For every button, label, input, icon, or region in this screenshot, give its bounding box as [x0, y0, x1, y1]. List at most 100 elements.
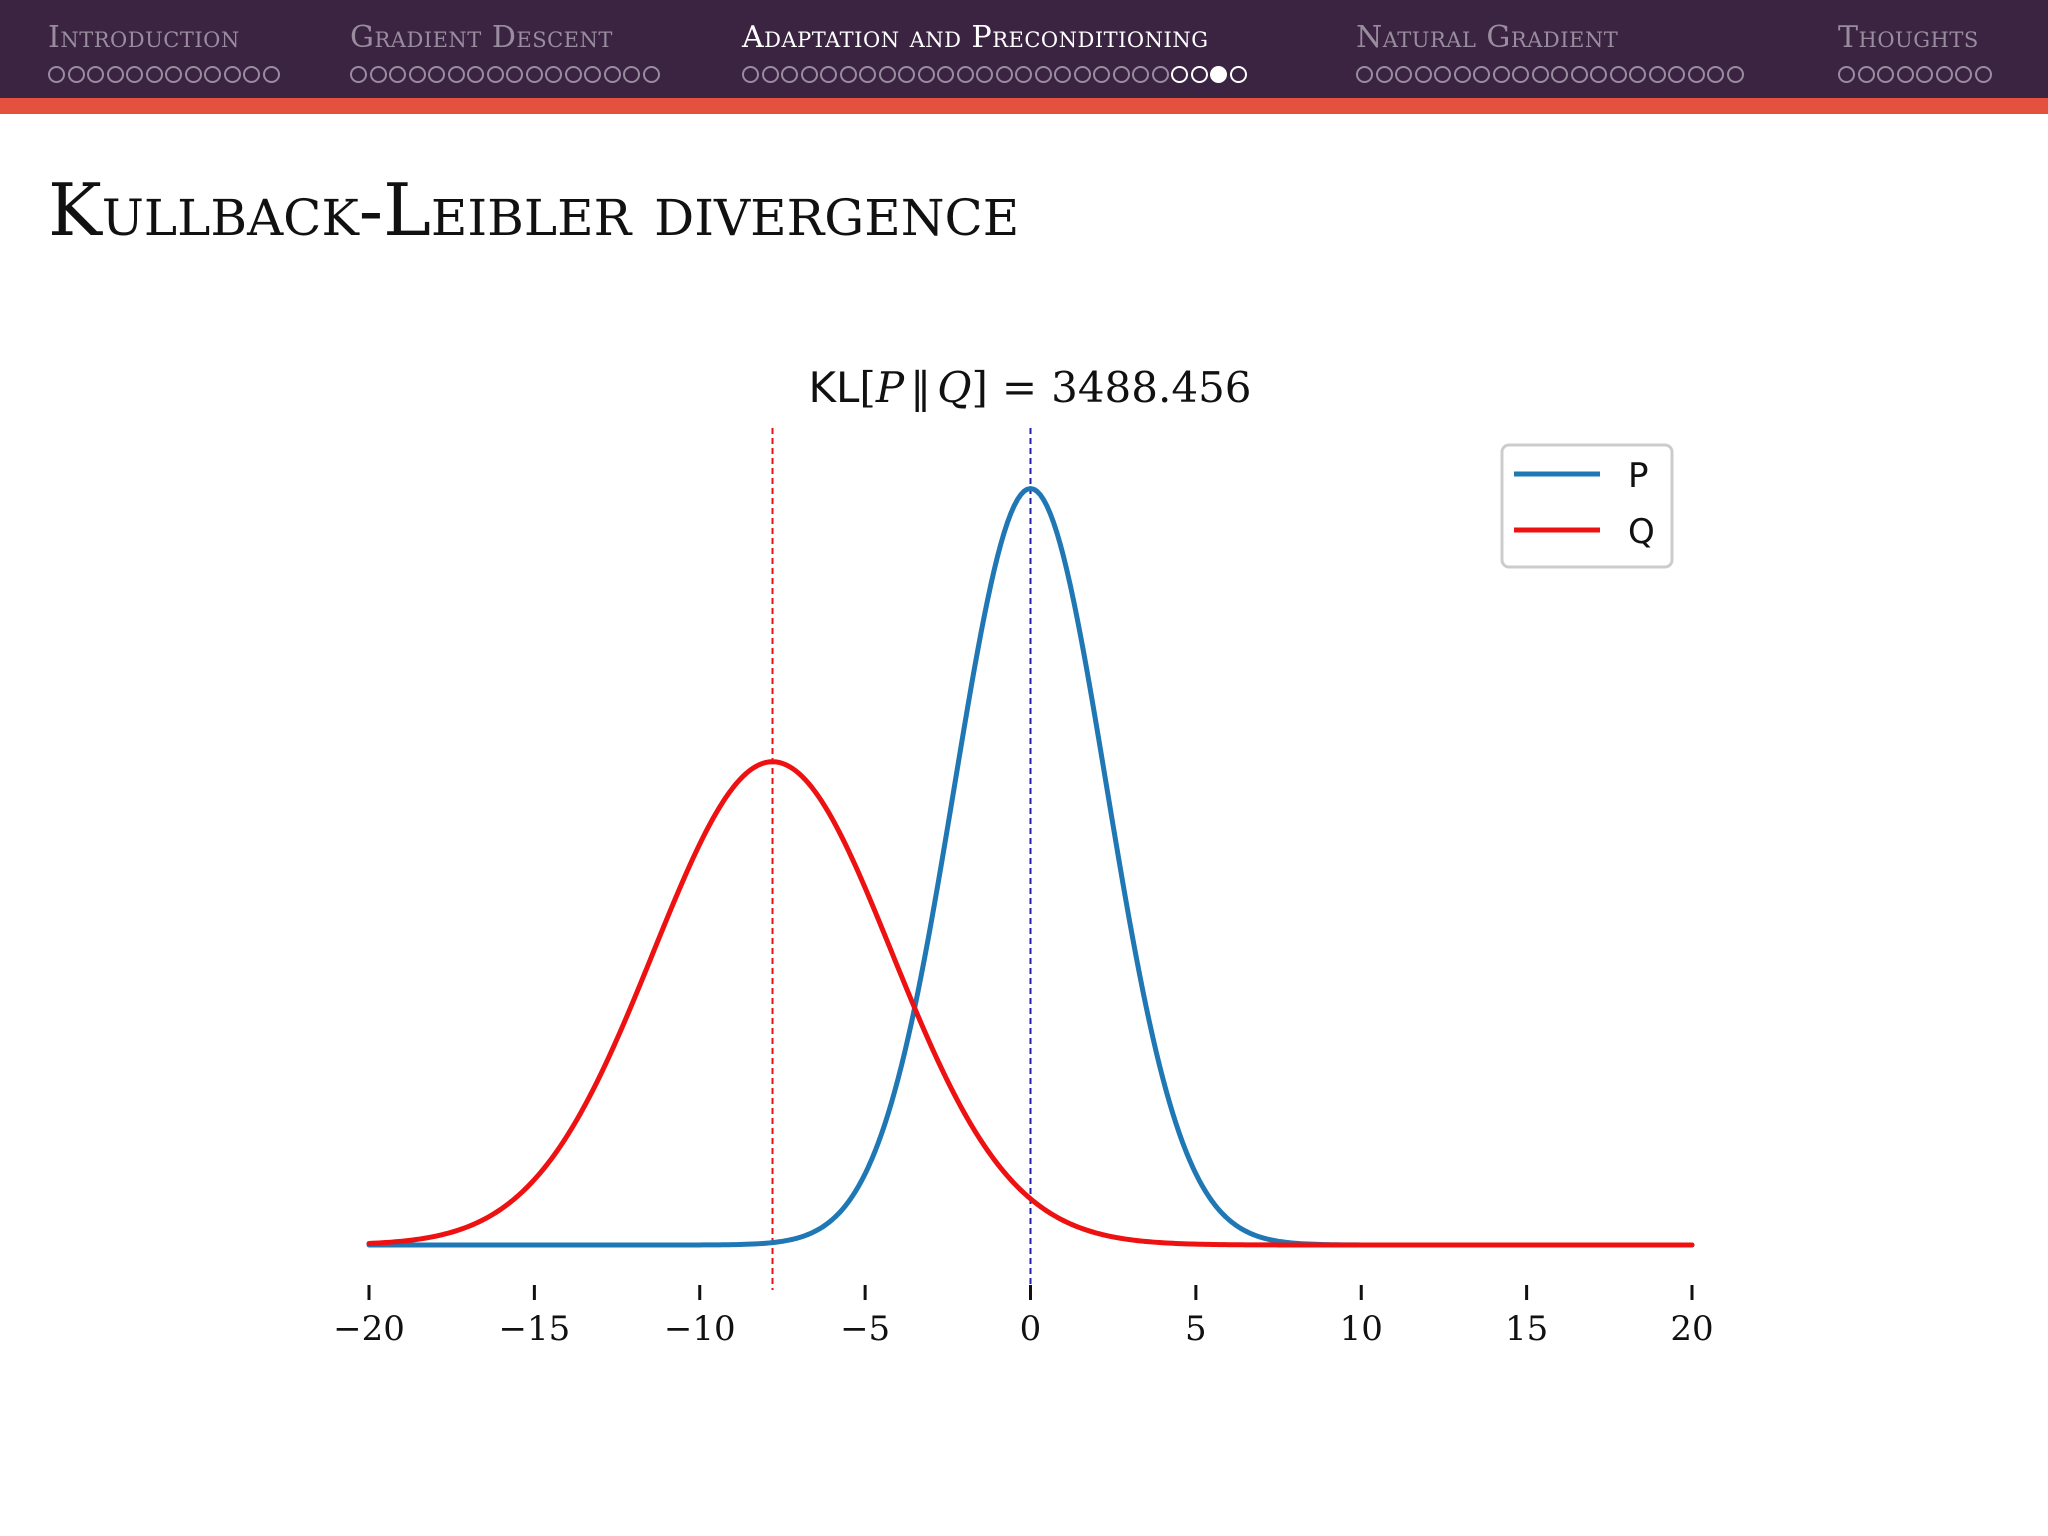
nav-section-dots — [350, 66, 660, 83]
nav-dot[interactable] — [761, 66, 779, 83]
nav-dot[interactable] — [1453, 66, 1471, 83]
nav-dot[interactable] — [1073, 66, 1091, 83]
nav-dot[interactable] — [1974, 66, 1992, 83]
chart-title-open: [ — [859, 363, 875, 412]
nav-dot[interactable] — [995, 66, 1013, 83]
nav-dot[interactable] — [506, 66, 523, 83]
nav-section-label[interactable]: Thoughts — [1838, 20, 1979, 55]
nav-dot[interactable] — [1877, 66, 1894, 83]
nav-dot[interactable] — [447, 66, 465, 83]
nav-dot[interactable] — [564, 66, 582, 83]
nav-dot[interactable] — [223, 66, 241, 83]
nav-dot[interactable] — [1609, 66, 1627, 83]
mean-lines — [771, 428, 1032, 1290]
nav-dot[interactable] — [389, 66, 406, 83]
nav-dot[interactable] — [428, 66, 445, 83]
nav-dot[interactable] — [781, 66, 798, 83]
nav-dot[interactable] — [243, 66, 260, 83]
nav-dot[interactable] — [1015, 66, 1032, 83]
nav-dot[interactable] — [1707, 66, 1724, 83]
nav-dot[interactable] — [1171, 66, 1188, 83]
nav-dot[interactable] — [545, 66, 562, 83]
nav-dot[interactable] — [603, 66, 621, 83]
nav-dot[interactable] — [184, 66, 202, 83]
x-tick-label: −10 — [664, 1309, 736, 1349]
nav-dot[interactable] — [1356, 66, 1373, 83]
nav-dot[interactable] — [1190, 66, 1208, 83]
nav-dot[interactable] — [976, 66, 993, 83]
nav-dot[interactable] — [262, 66, 280, 83]
nav-dot[interactable] — [126, 66, 143, 83]
nav-dot[interactable] — [1492, 66, 1510, 83]
nav-section-label[interactable]: Gradient Descent — [350, 20, 613, 55]
legend: P Q — [1500, 443, 1674, 569]
nav-dot[interactable] — [917, 66, 935, 83]
nav-dot[interactable] — [1034, 66, 1052, 83]
nav-dot[interactable] — [1229, 66, 1247, 83]
nav-dot[interactable] — [87, 66, 104, 83]
nav-dot[interactable] — [1473, 66, 1490, 83]
chart-title-p: P — [875, 363, 905, 412]
nav-dot[interactable] — [839, 66, 857, 83]
nav-dot[interactable] — [1648, 66, 1666, 83]
nav-dot[interactable] — [1375, 66, 1393, 83]
nav-dot-current[interactable] — [1210, 66, 1227, 83]
density-curves — [366, 486, 1695, 1248]
nav-dot[interactable] — [145, 66, 163, 83]
nav-dot[interactable] — [584, 66, 601, 83]
nav-dot[interactable] — [525, 66, 543, 83]
nav-dot[interactable] — [67, 66, 85, 83]
nav-section-label[interactable]: Introduction — [48, 20, 240, 55]
nav-dot[interactable] — [1838, 66, 1855, 83]
nav-dot[interactable] — [204, 66, 221, 83]
chart-title-func: KL — [808, 363, 860, 412]
nav-dot[interactable] — [350, 66, 367, 83]
nav-dot[interactable] — [1896, 66, 1914, 83]
nav-dot[interactable] — [623, 66, 640, 83]
nav-dot[interactable] — [859, 66, 876, 83]
nav-dot[interactable] — [1916, 66, 1933, 83]
nav-dot[interactable] — [369, 66, 387, 83]
nav-dot[interactable] — [1112, 66, 1130, 83]
nav-dot[interactable] — [742, 66, 759, 83]
nav-dot[interactable] — [1570, 66, 1588, 83]
nav-dot[interactable] — [1414, 66, 1432, 83]
nav-dot[interactable] — [898, 66, 915, 83]
nav-dot[interactable] — [937, 66, 954, 83]
nav-dot[interactable] — [1054, 66, 1071, 83]
x-tick-label: 0 — [1020, 1309, 1042, 1349]
nav-dot[interactable] — [408, 66, 426, 83]
nav-dot[interactable] — [106, 66, 124, 83]
nav-dot[interactable] — [1512, 66, 1529, 83]
nav-dot[interactable] — [48, 66, 65, 83]
nav-dot[interactable] — [1434, 66, 1451, 83]
nav-dot[interactable] — [1668, 66, 1685, 83]
nav-dot[interactable] — [1531, 66, 1549, 83]
nav-dot[interactable] — [1687, 66, 1705, 83]
x-tick-label: 15 — [1505, 1309, 1548, 1349]
nav-dot[interactable] — [800, 66, 818, 83]
nav-dot[interactable] — [820, 66, 837, 83]
nav-dot[interactable] — [1590, 66, 1607, 83]
nav-dot[interactable] — [486, 66, 504, 83]
nav-dot[interactable] — [1935, 66, 1953, 83]
nav-section-dots — [48, 66, 280, 83]
nav-dot[interactable] — [1132, 66, 1149, 83]
curve-q — [366, 759, 1695, 1248]
nav-dot[interactable] — [165, 66, 182, 83]
nav-dot[interactable] — [878, 66, 896, 83]
nav-dot[interactable] — [1151, 66, 1169, 83]
nav-dot[interactable] — [956, 66, 974, 83]
nav-section-label[interactable]: Adaptation and Preconditioning — [742, 20, 1209, 55]
nav-dot[interactable] — [642, 66, 660, 83]
nav-dot[interactable] — [1551, 66, 1568, 83]
nav-dot[interactable] — [1726, 66, 1744, 83]
nav-dot[interactable] — [1395, 66, 1412, 83]
nav-section-label[interactable]: Natural Gradient — [1356, 20, 1619, 55]
nav-dot[interactable] — [1629, 66, 1646, 83]
nav-dot[interactable] — [1955, 66, 1972, 83]
chart-title-equals: = — [1002, 363, 1037, 412]
nav-dot[interactable] — [1093, 66, 1110, 83]
nav-dot[interactable] — [467, 66, 484, 83]
nav-dot[interactable] — [1857, 66, 1875, 83]
